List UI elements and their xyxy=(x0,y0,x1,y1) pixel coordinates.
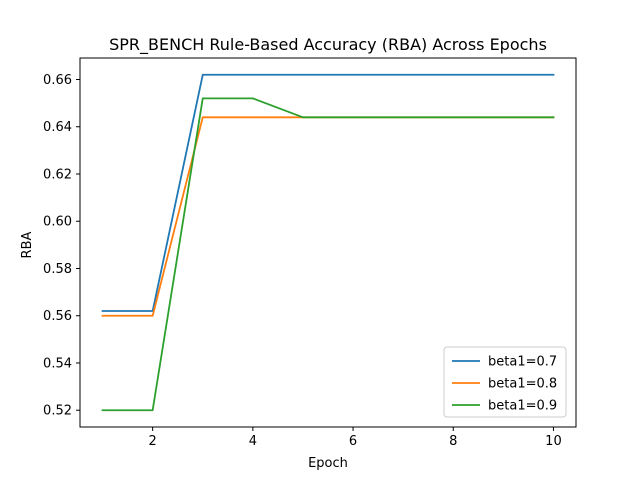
y-tick-label: 0.60 xyxy=(43,215,72,230)
y-axis-label: RBA xyxy=(20,231,35,258)
y-tick-label: 0.66 xyxy=(43,73,72,88)
x-tick-label: 10 xyxy=(545,434,562,449)
legend-label-3: beta1=0.9 xyxy=(488,399,557,414)
y-tick-label: 0.62 xyxy=(43,167,72,182)
axes-frame xyxy=(79,57,577,428)
x-tick-label: 8 xyxy=(449,434,457,449)
y-tick-label: 0.54 xyxy=(43,356,72,371)
x-axis-label: Epoch xyxy=(308,456,348,471)
y-tick-label: 0.52 xyxy=(43,404,72,419)
legend: beta1=0.7 beta1=0.8 beta1=0.9 xyxy=(443,346,567,418)
y-tick-label: 0.58 xyxy=(43,262,72,277)
series-line-3 xyxy=(101,97,555,412)
x-tick-label: 2 xyxy=(149,434,157,449)
x-tick-label: 6 xyxy=(349,434,357,449)
legend-box xyxy=(443,346,567,418)
y-tick-label: 0.64 xyxy=(43,120,72,135)
legend-label-2: beta1=0.8 xyxy=(488,377,557,392)
chart-title: SPR_BENCH Rule-Based Accuracy (RBA) Acro… xyxy=(109,35,547,55)
legend-label-1: beta1=0.7 xyxy=(488,355,557,370)
plot-area: 2 4 6 8 10 0.52 0.54 0.56 0.58 0.60 0.62 0.64 0.66 xyxy=(43,57,577,449)
series-line-1 xyxy=(101,73,555,312)
x-tick-label: 4 xyxy=(249,434,257,449)
y-tick-label: 0.56 xyxy=(43,309,72,324)
